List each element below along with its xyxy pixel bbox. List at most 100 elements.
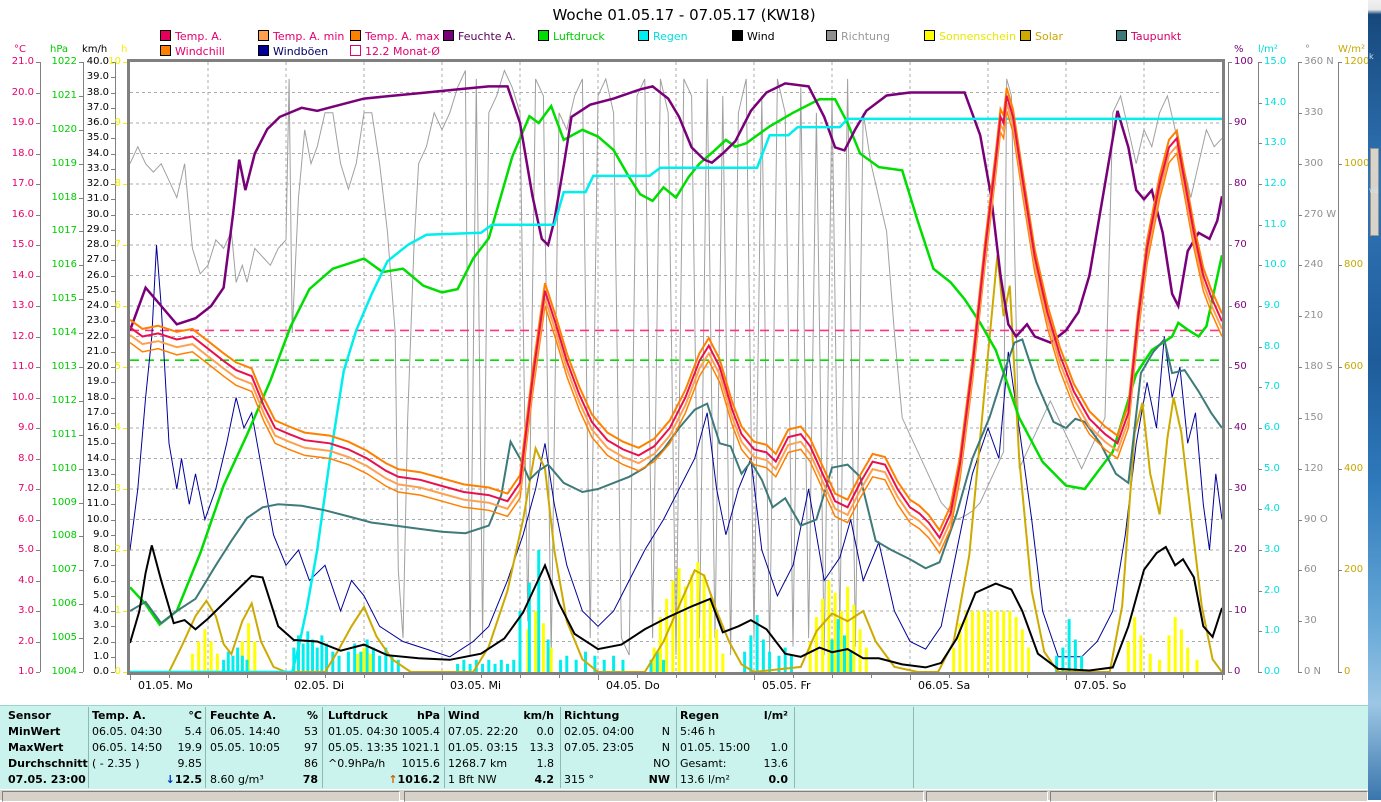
table-cell: Regen: [680, 709, 720, 722]
axis-tick-label-direction: 0 N: [1304, 666, 1322, 677]
axis-tick-humidity: [1228, 184, 1232, 185]
legend-swatch: [638, 30, 649, 41]
axis-tick-wind: [111, 642, 115, 643]
axis-tick-label-rain: 5.0: [1264, 463, 1280, 474]
axis-tick-temp: [36, 550, 40, 551]
axis-tick-sun: [123, 550, 127, 551]
x-axis-tick: [1144, 675, 1145, 678]
legend-swatch: [1020, 30, 1031, 41]
legend-swatch: [538, 30, 549, 41]
status-bar-segment: [1216, 791, 1368, 802]
axis-tick-label-pressure: 1004: [51, 666, 77, 677]
axis-tick-label-wind: 3.0: [93, 620, 109, 631]
axis-tick-wind: [111, 62, 115, 63]
axis-tick-label-wind: 20.0: [86, 361, 109, 372]
axis-tick-label-pressure: 1009: [51, 497, 77, 508]
table-cell: 53: [304, 725, 318, 738]
status-bar-segment: [404, 791, 924, 802]
table-cell: km/h: [523, 709, 554, 722]
table-cell: 06.05. 14:50: [92, 741, 163, 754]
legend-item-feuchte-a-: Feuchte A.: [443, 30, 516, 43]
axis-tick-label-temp: 18.0: [11, 148, 34, 159]
axis-tick-label-temp: 13.0: [11, 300, 34, 311]
axis-tick-pressure: [79, 265, 83, 266]
axis-tick-label-wind: 29.0: [86, 224, 109, 235]
table-cell: 97: [304, 741, 318, 754]
axis-tick-label-wind: 12.0: [86, 483, 109, 494]
axis-tick-sun: [123, 123, 127, 124]
axis-tick-wind: [111, 199, 115, 200]
axis-tick-label-temp: 19.0: [11, 117, 34, 128]
table-cell: 0.0: [536, 725, 555, 738]
axis-tick-label-wind: 17.0: [86, 407, 109, 418]
axis-tick-rain: [1258, 306, 1262, 307]
series-wind: [130, 545, 1222, 672]
series-temp-a-min: [130, 102, 1222, 548]
axis-tick-label-pressure: 1021: [51, 90, 77, 101]
series-richtung: [130, 69, 1222, 656]
axis-tick-label-temp: 16.0: [11, 209, 34, 220]
axis-tick-rain: [1258, 428, 1262, 429]
axis-tick-rain: [1258, 509, 1262, 510]
axis-tick-label-rain: 2.0: [1264, 585, 1280, 596]
axis-tick-label-humidity: 80: [1234, 178, 1247, 189]
legend-label: Luftdruck: [553, 30, 605, 43]
axis-tick-humidity: [1228, 428, 1232, 429]
legend-swatch: [258, 30, 269, 41]
axis-tick-temp: [36, 459, 40, 460]
axis-tick-wind: [111, 474, 115, 475]
axis-tick-label-humidity: 0: [1234, 666, 1241, 677]
page-title: Woche 01.05.17 - 07.05.17 (KW18): [552, 6, 816, 24]
chart-plot-area[interactable]: [127, 59, 1225, 675]
axis-tick-humidity: [1228, 611, 1232, 612]
axis-tick-solar: [1338, 672, 1342, 673]
axis-tick-wind: [111, 489, 115, 490]
axis-tick-label-temp: 3.0: [18, 605, 34, 616]
table-divider: [322, 707, 323, 788]
axis-tick-temp: [36, 489, 40, 490]
table-cell: 1.8: [536, 757, 555, 770]
legend-swatch: [160, 30, 171, 41]
axis-tick-direction: [1298, 113, 1302, 114]
legend-item-solar: Solar: [1020, 30, 1063, 43]
legend-swatch: [258, 45, 269, 56]
legend-label: Taupunkt: [1131, 30, 1182, 43]
axis-tick-rain: [1258, 103, 1262, 104]
axis-tick-solar: [1338, 570, 1342, 571]
axis-tick-wind: [111, 367, 115, 368]
axis-tick-temp: [36, 306, 40, 307]
axis-tick-label-direction: 90 O: [1304, 514, 1328, 525]
axis-tick-label-wind: 19.0: [86, 376, 109, 387]
status-bar-segment: [1050, 791, 1214, 802]
axis-tick-direction: [1298, 316, 1302, 317]
axis-tick-wind: [111, 626, 115, 627]
table-cell: 05.05. 13:35: [328, 741, 399, 754]
axis-unit-humidity: %: [1234, 44, 1244, 55]
axis-line-temp: [40, 62, 41, 672]
axis-tick-label-wind: 23.0: [86, 315, 109, 326]
table-cell: 13.6: [763, 757, 789, 770]
axis-tick-rain: [1258, 469, 1262, 470]
axis-tick-rain: [1258, 672, 1262, 673]
axis-tick-label-wind: 36.0: [86, 117, 109, 128]
axis-tick-label-pressure: 1008: [51, 530, 77, 541]
axis-line-rain: [1258, 62, 1259, 672]
axis-tick-label-solar: 0: [1344, 666, 1351, 677]
axis-tick-wind: [111, 245, 115, 246]
axis-tick-label-temp: 10.0: [11, 392, 34, 403]
axis-tick-temp: [36, 428, 40, 429]
x-axis-tick: [403, 675, 404, 678]
axis-tick-label-wind: 32.0: [86, 178, 109, 189]
x-axis-tick: [559, 675, 560, 678]
axis-tick-label-temp: 20.0: [11, 87, 34, 98]
axis-tick-humidity: [1228, 245, 1232, 246]
axis-tick-wind: [111, 215, 115, 216]
axis-tick-label-pressure: 1006: [51, 598, 77, 609]
axis-tick-label-wind: 7.0: [93, 559, 109, 570]
axis-tick-wind: [111, 535, 115, 536]
axis-tick-temp: [36, 611, 40, 612]
axis-tick-label-sun: 9: [114, 117, 121, 128]
axis-tick-pressure: [79, 570, 83, 571]
axis-tick-label-rain: 11.0: [1264, 219, 1287, 230]
axis-tick-label-sun: 3: [114, 483, 121, 494]
